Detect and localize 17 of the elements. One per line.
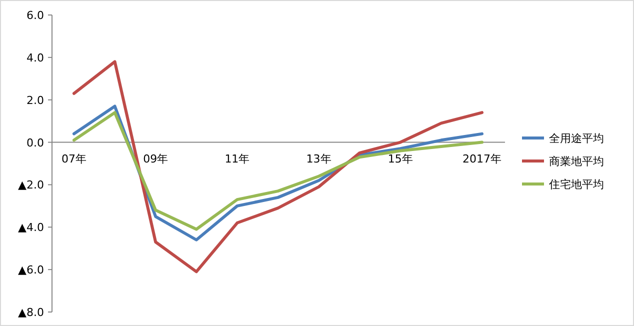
legend-label: 商業地平均 [549,155,604,168]
x-tick-label: 09年 [143,152,168,166]
x-tick-label: 15年 [388,152,413,166]
legend-label: 住宅地平均 [549,178,604,191]
y-tick-label: 4.0 [26,51,44,64]
x-tick-label: 13年 [306,152,332,166]
x-tick-label: 2017年 [462,152,502,166]
y-tick-label: 2.0 [26,94,44,107]
x-tick-label: 07年 [62,152,86,166]
x-tick-label: 11年 [224,152,250,166]
y-tick-label: 0.0 [26,136,44,150]
y-tick-label: ▲6.0 [18,264,44,277]
y-tick-label: ▲4.0 [18,221,44,234]
y-tick-label: ▲8.0 [18,306,44,319]
y-tick-label: ▲2.0 [18,178,44,192]
y-tick-label: 6.0 [26,9,44,22]
legend-label: 全用途平均 [549,132,604,145]
